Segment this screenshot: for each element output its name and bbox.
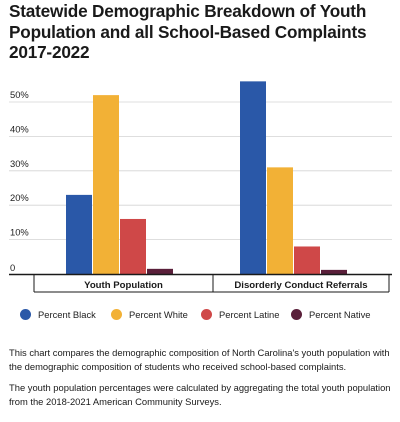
- chart-legend: Percent Black Percent White Percent Lati…: [20, 309, 400, 325]
- bar-percent-black: [240, 81, 266, 274]
- chart-description: This chart compares the demographic comp…: [9, 347, 390, 372]
- legend-swatch-black: [20, 309, 31, 320]
- legend-swatch-white: [111, 309, 122, 320]
- y-tick-label: 0: [10, 262, 15, 273]
- legend-item-native: Percent Native: [291, 309, 371, 320]
- legend-label-black: Percent Black: [38, 309, 96, 320]
- x-category-label: Disorderly Conduct Referrals: [234, 280, 367, 291]
- bar-percent-native: [321, 269, 347, 274]
- bar-percent-white: [267, 167, 293, 274]
- bar-chart: 0 10% 20% 30% 40% 50% Youth Population Disorder…: [9, 81, 392, 293]
- x-category-label: Youth Population: [84, 280, 163, 291]
- bar-percent-latine: [294, 246, 320, 274]
- methodology-note: The youth population percentages were ca…: [9, 382, 391, 407]
- legend-label-native: Percent Native: [309, 309, 371, 320]
- bar-percent-white: [93, 95, 119, 275]
- y-tick-label: 20%: [10, 192, 29, 203]
- bar-percent-black: [66, 194, 92, 274]
- legend-item-white: Percent White: [111, 309, 188, 320]
- bar-percent-latine: [120, 218, 146, 274]
- bar-percent-native: [147, 268, 173, 274]
- y-tick-label: 50%: [10, 89, 29, 100]
- chart-title: Statewide Demographic Breakdown of Youth…: [9, 1, 367, 62]
- legend-item-latine: Percent Latine: [201, 309, 279, 320]
- legend-label-white: Percent White: [129, 309, 188, 320]
- y-tick-label: 40%: [10, 123, 29, 134]
- legend-swatch-latine: [201, 309, 212, 320]
- y-tick-label: 10%: [10, 227, 29, 238]
- y-tick-label: 30%: [10, 158, 29, 169]
- legend-label-latine: Percent Latine: [219, 309, 280, 320]
- legend-swatch-native: [291, 309, 302, 320]
- legend-item-black: Percent Black: [20, 309, 96, 320]
